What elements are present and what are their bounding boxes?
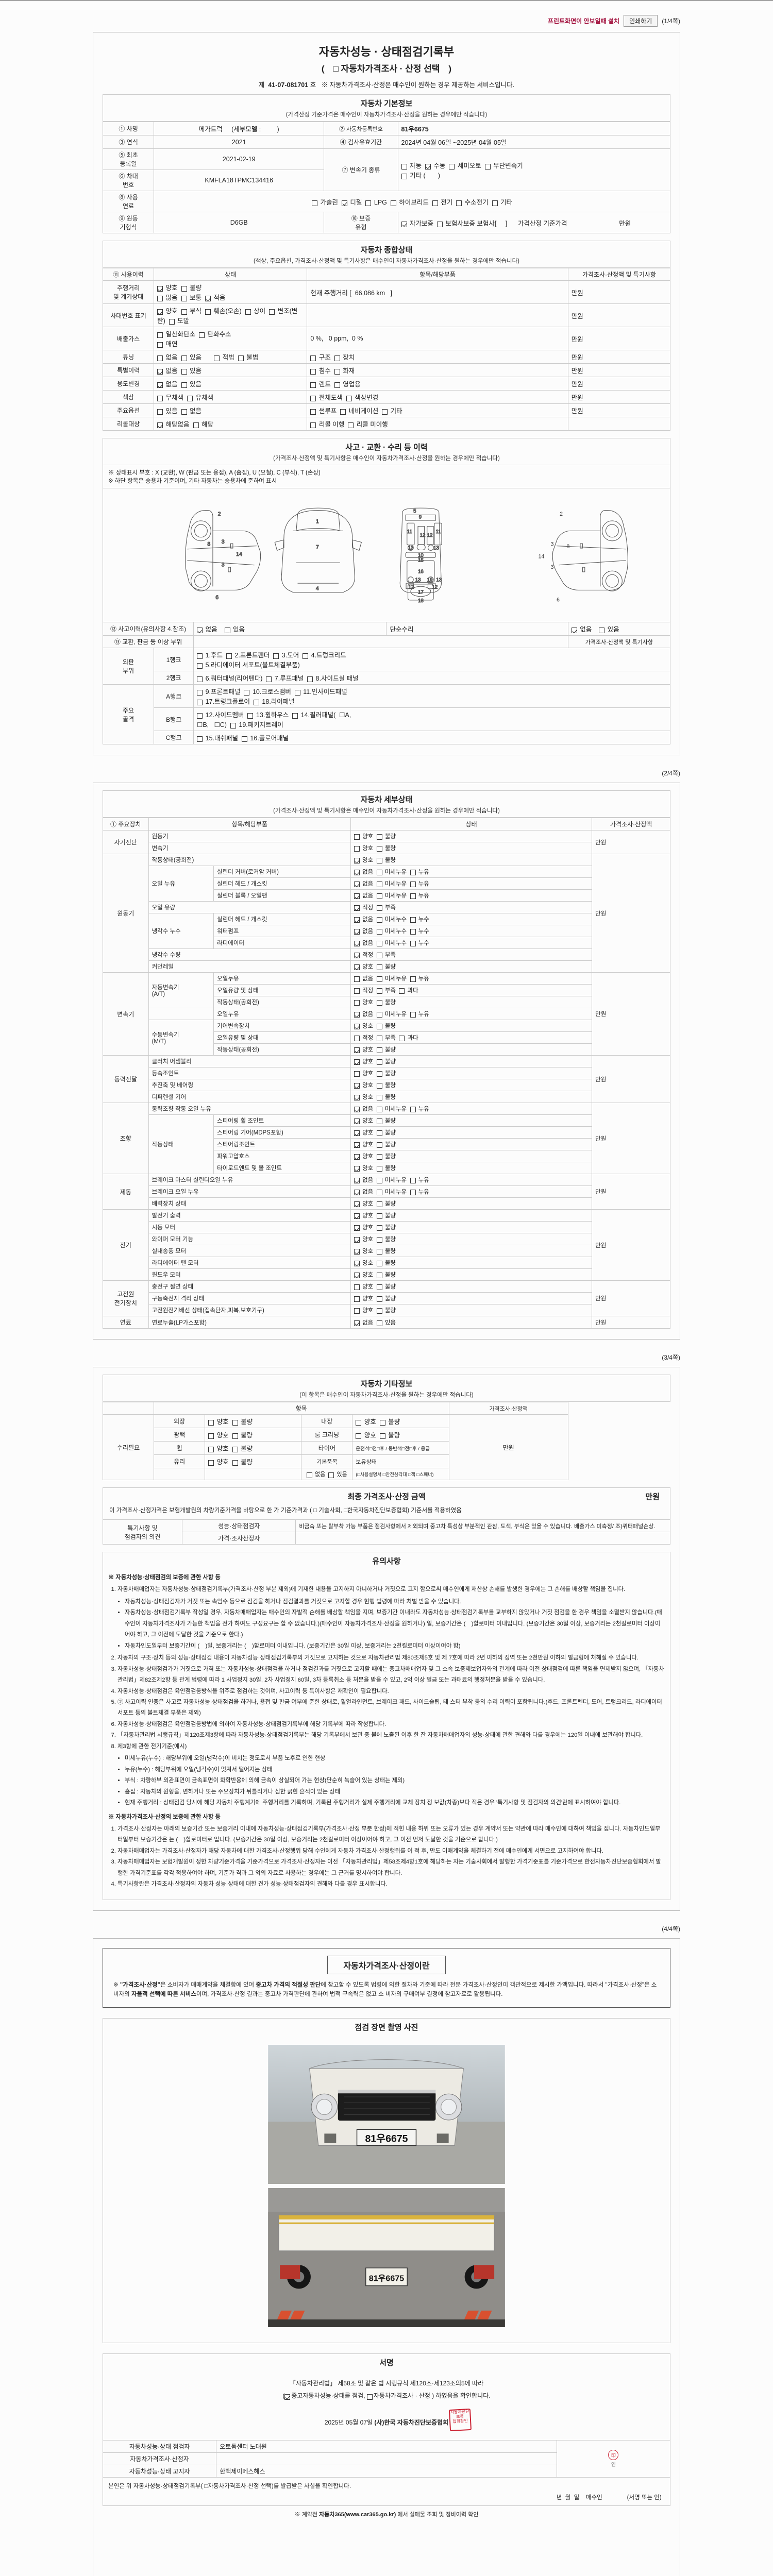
svg-text:2: 2 [218, 511, 221, 517]
svg-text:12: 12 [408, 585, 414, 590]
svg-text:11: 11 [407, 529, 412, 535]
svg-text:17: 17 [418, 589, 424, 595]
svg-text:13: 13 [408, 546, 414, 551]
svg-text:13: 13 [436, 578, 442, 583]
svg-text:7: 7 [316, 545, 319, 551]
svg-text:8: 8 [566, 544, 569, 550]
svg-text:81우6675: 81우6675 [369, 2274, 405, 2283]
svg-text:19: 19 [427, 578, 433, 583]
svg-text:81우6675: 81우6675 [365, 2133, 408, 2145]
svg-text:8: 8 [207, 541, 210, 548]
svg-text:12: 12 [420, 533, 426, 538]
svg-text:6: 6 [215, 595, 219, 601]
svg-text:16: 16 [418, 569, 424, 575]
svg-text:3: 3 [222, 539, 225, 545]
svg-text:1: 1 [316, 518, 319, 524]
svg-text:13: 13 [415, 578, 421, 583]
svg-text:3: 3 [550, 564, 553, 570]
svg-text:13: 13 [433, 546, 439, 551]
svg-text:11: 11 [436, 529, 441, 535]
svg-text:15: 15 [418, 558, 424, 564]
svg-text:14: 14 [236, 551, 242, 557]
svg-text:3: 3 [550, 541, 553, 548]
svg-text:5: 5 [413, 509, 416, 514]
svg-text:3: 3 [222, 562, 225, 568]
svg-text:14: 14 [539, 553, 545, 560]
svg-text:18: 18 [418, 598, 424, 604]
svg-text:4: 4 [316, 585, 319, 591]
svg-text:6: 6 [557, 597, 560, 603]
svg-text:12: 12 [427, 533, 433, 538]
svg-text:9: 9 [419, 514, 422, 520]
svg-text:2: 2 [560, 511, 563, 517]
svg-text:12: 12 [432, 585, 438, 590]
